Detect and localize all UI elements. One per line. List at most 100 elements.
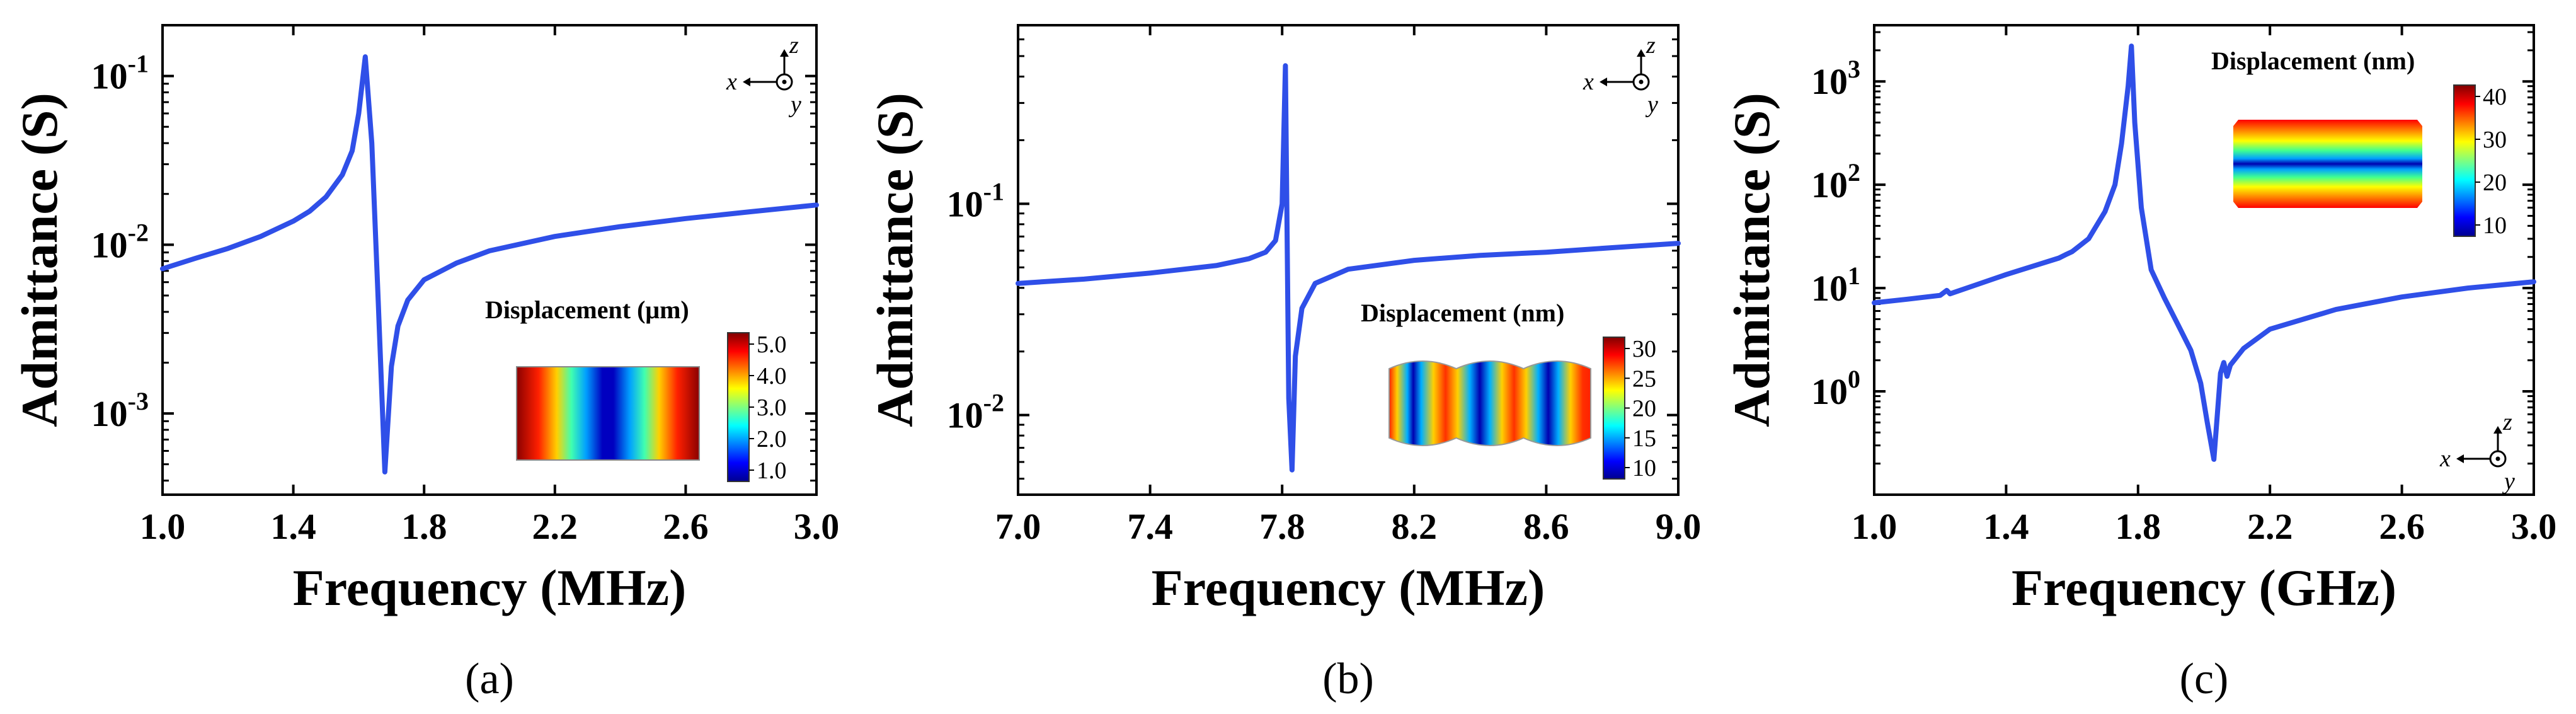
y-tick-exponent: 2 — [1848, 158, 1860, 187]
x-tick-label: 1.4 — [270, 506, 316, 547]
panel-0: 1.0 1.4 1.8 2.2 2.6 3.010-310-210-1Frequency … — [11, 24, 840, 703]
x-axis-label: Frequency (GHz) — [2012, 559, 2396, 616]
out-of-plane-dot — [782, 79, 787, 84]
y-tick-exponent: -2 — [983, 389, 1004, 417]
colorbar-title: Displacement (μm) — [485, 296, 689, 324]
panel-2: 1.0 1.4 1.8 2.2 2.6 3.0100101102103Frequency … — [1723, 24, 2557, 703]
colorbar-tick-label: 3.0 — [757, 394, 787, 421]
colorbar-tick-label: 20 — [1632, 396, 1656, 422]
x-tick-label: 7.4 — [1127, 506, 1173, 547]
colorbar-tick-label: 10 — [1632, 455, 1656, 481]
axis-letter-h: x — [726, 69, 737, 95]
axes-orientation-icon: x z y — [1583, 32, 1658, 118]
plot-frame — [161, 24, 818, 496]
y-axis-label: Admittance (S) — [1723, 93, 1780, 427]
colorbar-tick-label: 25 — [1632, 366, 1656, 392]
y-tick-base: 10 — [1811, 61, 1848, 102]
y-tick-label: 103 — [1811, 55, 1860, 102]
x-tick-label: 1.8 — [401, 506, 447, 547]
axis-letter-v: z — [789, 32, 799, 59]
series-line-admittance — [160, 54, 819, 475]
x-tick-label: 1.4 — [1983, 506, 2029, 547]
x-tick-label: 1.0 — [1852, 506, 1898, 547]
colorbar-tick-label: 1.0 — [757, 458, 787, 484]
x-tick-label: 7.0 — [995, 506, 1041, 547]
axis-letter-d: y — [1645, 91, 1658, 118]
x-tick-label: 2.2 — [532, 506, 578, 547]
x-axis-label: Frequency (MHz) — [293, 559, 687, 616]
y-tick-base: 10 — [91, 393, 128, 434]
x-tick-label: 2.6 — [2379, 506, 2425, 547]
arrow-head — [2493, 426, 2502, 434]
displacement-map — [1388, 360, 1591, 446]
colorbar-title: Displacement (nm) — [2211, 47, 2415, 75]
displacement-inset: 30 25 20 15 10 Displacement (nm) — [1361, 299, 1656, 481]
colorbar-tick-label: 15 — [1632, 425, 1656, 452]
arrow-head — [743, 78, 750, 86]
colorbar-title: Displacement (nm) — [1361, 299, 1564, 327]
colorbar-tick-label: 40 — [2483, 84, 2507, 110]
y-tick-label: 10-1 — [91, 50, 149, 97]
panel-caption: (c) — [2180, 655, 2229, 703]
y-tick-exponent: -1 — [983, 177, 1004, 205]
axis-letter-v: z — [1646, 32, 1656, 59]
y-tick-exponent: 3 — [1848, 55, 1860, 83]
colorbar-tick-label: 30 — [1632, 336, 1656, 362]
y-tick-label: 101 — [1811, 262, 1860, 309]
y-axis-label: Admittance (S) — [11, 93, 68, 427]
y-tick-base: 10 — [91, 56, 128, 97]
displacement-inset: 40 30 20 10 Displacement (nm) — [2211, 47, 2507, 239]
x-tick-label: 2.6 — [663, 506, 709, 547]
y-tick-exponent: -3 — [128, 387, 149, 415]
colorbar-tick-label: 10 — [2483, 212, 2507, 239]
x-axis-label: Frequency (MHz) — [1152, 559, 1545, 616]
out-of-plane-dot — [1639, 79, 1644, 84]
colorbar-tick-label: 20 — [2483, 170, 2507, 196]
displacement-map — [516, 366, 700, 461]
y-tick-label: 10-3 — [91, 387, 149, 434]
colorbar-tick-label: 4.0 — [757, 363, 787, 389]
colorbar — [2453, 84, 2476, 237]
arrow-head — [1637, 49, 1646, 57]
y-tick-exponent: 1 — [1848, 262, 1860, 290]
panel-caption: (a) — [465, 655, 514, 703]
axes-orientation-icon: x z y — [2439, 409, 2515, 495]
out-of-plane-dot — [2495, 456, 2500, 461]
y-tick-exponent: -2 — [128, 218, 149, 246]
axis-letter-v: z — [2502, 409, 2512, 435]
arrow-head — [780, 49, 789, 57]
x-tick-label: 7.8 — [1259, 506, 1305, 547]
y-tick-base: 10 — [947, 183, 983, 224]
axis-letter-h: x — [2439, 446, 2451, 472]
x-tick-label: 3.0 — [794, 506, 840, 547]
x-tick-label: 8.2 — [1392, 506, 1438, 547]
y-tick-label: 102 — [1811, 158, 1860, 205]
y-tick-base: 10 — [91, 224, 128, 265]
axis-letter-h: x — [1583, 69, 1594, 95]
displacement-map — [2233, 120, 2422, 208]
series-line-admittance — [1016, 63, 1681, 473]
y-tick-label: 10-2 — [91, 218, 149, 265]
x-tick-label: 3.0 — [2511, 506, 2557, 547]
y-tick-label: 10-1 — [947, 177, 1004, 224]
displacement-inset: 5.0 4.0 3.0 2.0 1.0 Displacement (μm) — [485, 296, 787, 484]
colorbar — [1603, 337, 1625, 480]
plot-frame — [1873, 24, 2535, 496]
x-tick-label: 1.8 — [2115, 506, 2161, 547]
arrow-head — [2456, 454, 2464, 463]
axes-orientation-icon: x z y — [726, 32, 801, 118]
y-tick-base: 10 — [1811, 268, 1848, 309]
x-tick-label: 9.0 — [1656, 506, 1702, 547]
panel-caption: (b) — [1322, 655, 1374, 703]
series-line-admittance — [1872, 43, 2536, 462]
x-tick-label: 2.2 — [2247, 506, 2293, 547]
y-tick-label: 10-2 — [947, 389, 1004, 436]
y-tick-exponent: 0 — [1848, 365, 1860, 393]
y-tick-base: 10 — [1811, 164, 1848, 205]
colorbar-tick-label: 30 — [2483, 127, 2507, 153]
axis-letter-d: y — [788, 91, 801, 118]
colorbar-tick-label: 2.0 — [757, 426, 787, 452]
y-tick-label: 100 — [1811, 365, 1860, 412]
axis-letter-d: y — [2502, 468, 2515, 495]
